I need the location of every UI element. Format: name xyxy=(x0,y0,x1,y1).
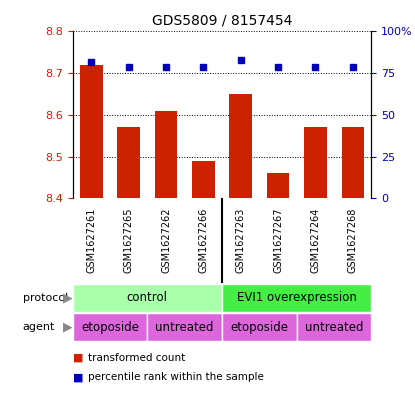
Bar xyxy=(222,284,371,312)
Bar xyxy=(73,284,222,312)
Text: transformed count: transformed count xyxy=(88,353,186,363)
Text: GSM1627266: GSM1627266 xyxy=(198,208,208,274)
Text: ■: ■ xyxy=(73,372,83,382)
Text: control: control xyxy=(127,291,168,304)
Bar xyxy=(304,127,327,198)
Bar xyxy=(229,94,252,198)
Text: agent: agent xyxy=(23,322,55,332)
Bar xyxy=(117,127,140,198)
Text: GSM1627267: GSM1627267 xyxy=(273,208,283,274)
Bar xyxy=(342,127,364,198)
Bar xyxy=(267,173,289,198)
Text: GSM1627268: GSM1627268 xyxy=(348,208,358,274)
Bar xyxy=(155,111,177,198)
Text: untreated: untreated xyxy=(156,321,214,334)
Bar xyxy=(80,65,103,198)
Text: percentile rank within the sample: percentile rank within the sample xyxy=(88,372,264,382)
Bar xyxy=(297,313,371,341)
Bar xyxy=(147,313,222,341)
Text: GSM1627265: GSM1627265 xyxy=(124,208,134,274)
Bar xyxy=(222,313,297,341)
Text: untreated: untreated xyxy=(305,321,363,334)
Title: GDS5809 / 8157454: GDS5809 / 8157454 xyxy=(152,13,292,28)
Text: EVI1 overexpression: EVI1 overexpression xyxy=(237,291,356,304)
Bar xyxy=(73,313,147,341)
Text: ▶: ▶ xyxy=(63,291,73,304)
Text: GSM1627261: GSM1627261 xyxy=(86,208,96,274)
Text: GSM1627263: GSM1627263 xyxy=(236,208,246,274)
Text: ▶: ▶ xyxy=(63,321,73,334)
Text: etoposide: etoposide xyxy=(230,321,288,334)
Text: GSM1627262: GSM1627262 xyxy=(161,208,171,274)
Text: ■: ■ xyxy=(73,353,83,363)
Text: etoposide: etoposide xyxy=(81,321,139,334)
Bar xyxy=(192,161,215,198)
Text: protocol: protocol xyxy=(23,293,68,303)
Text: GSM1627264: GSM1627264 xyxy=(310,208,320,274)
